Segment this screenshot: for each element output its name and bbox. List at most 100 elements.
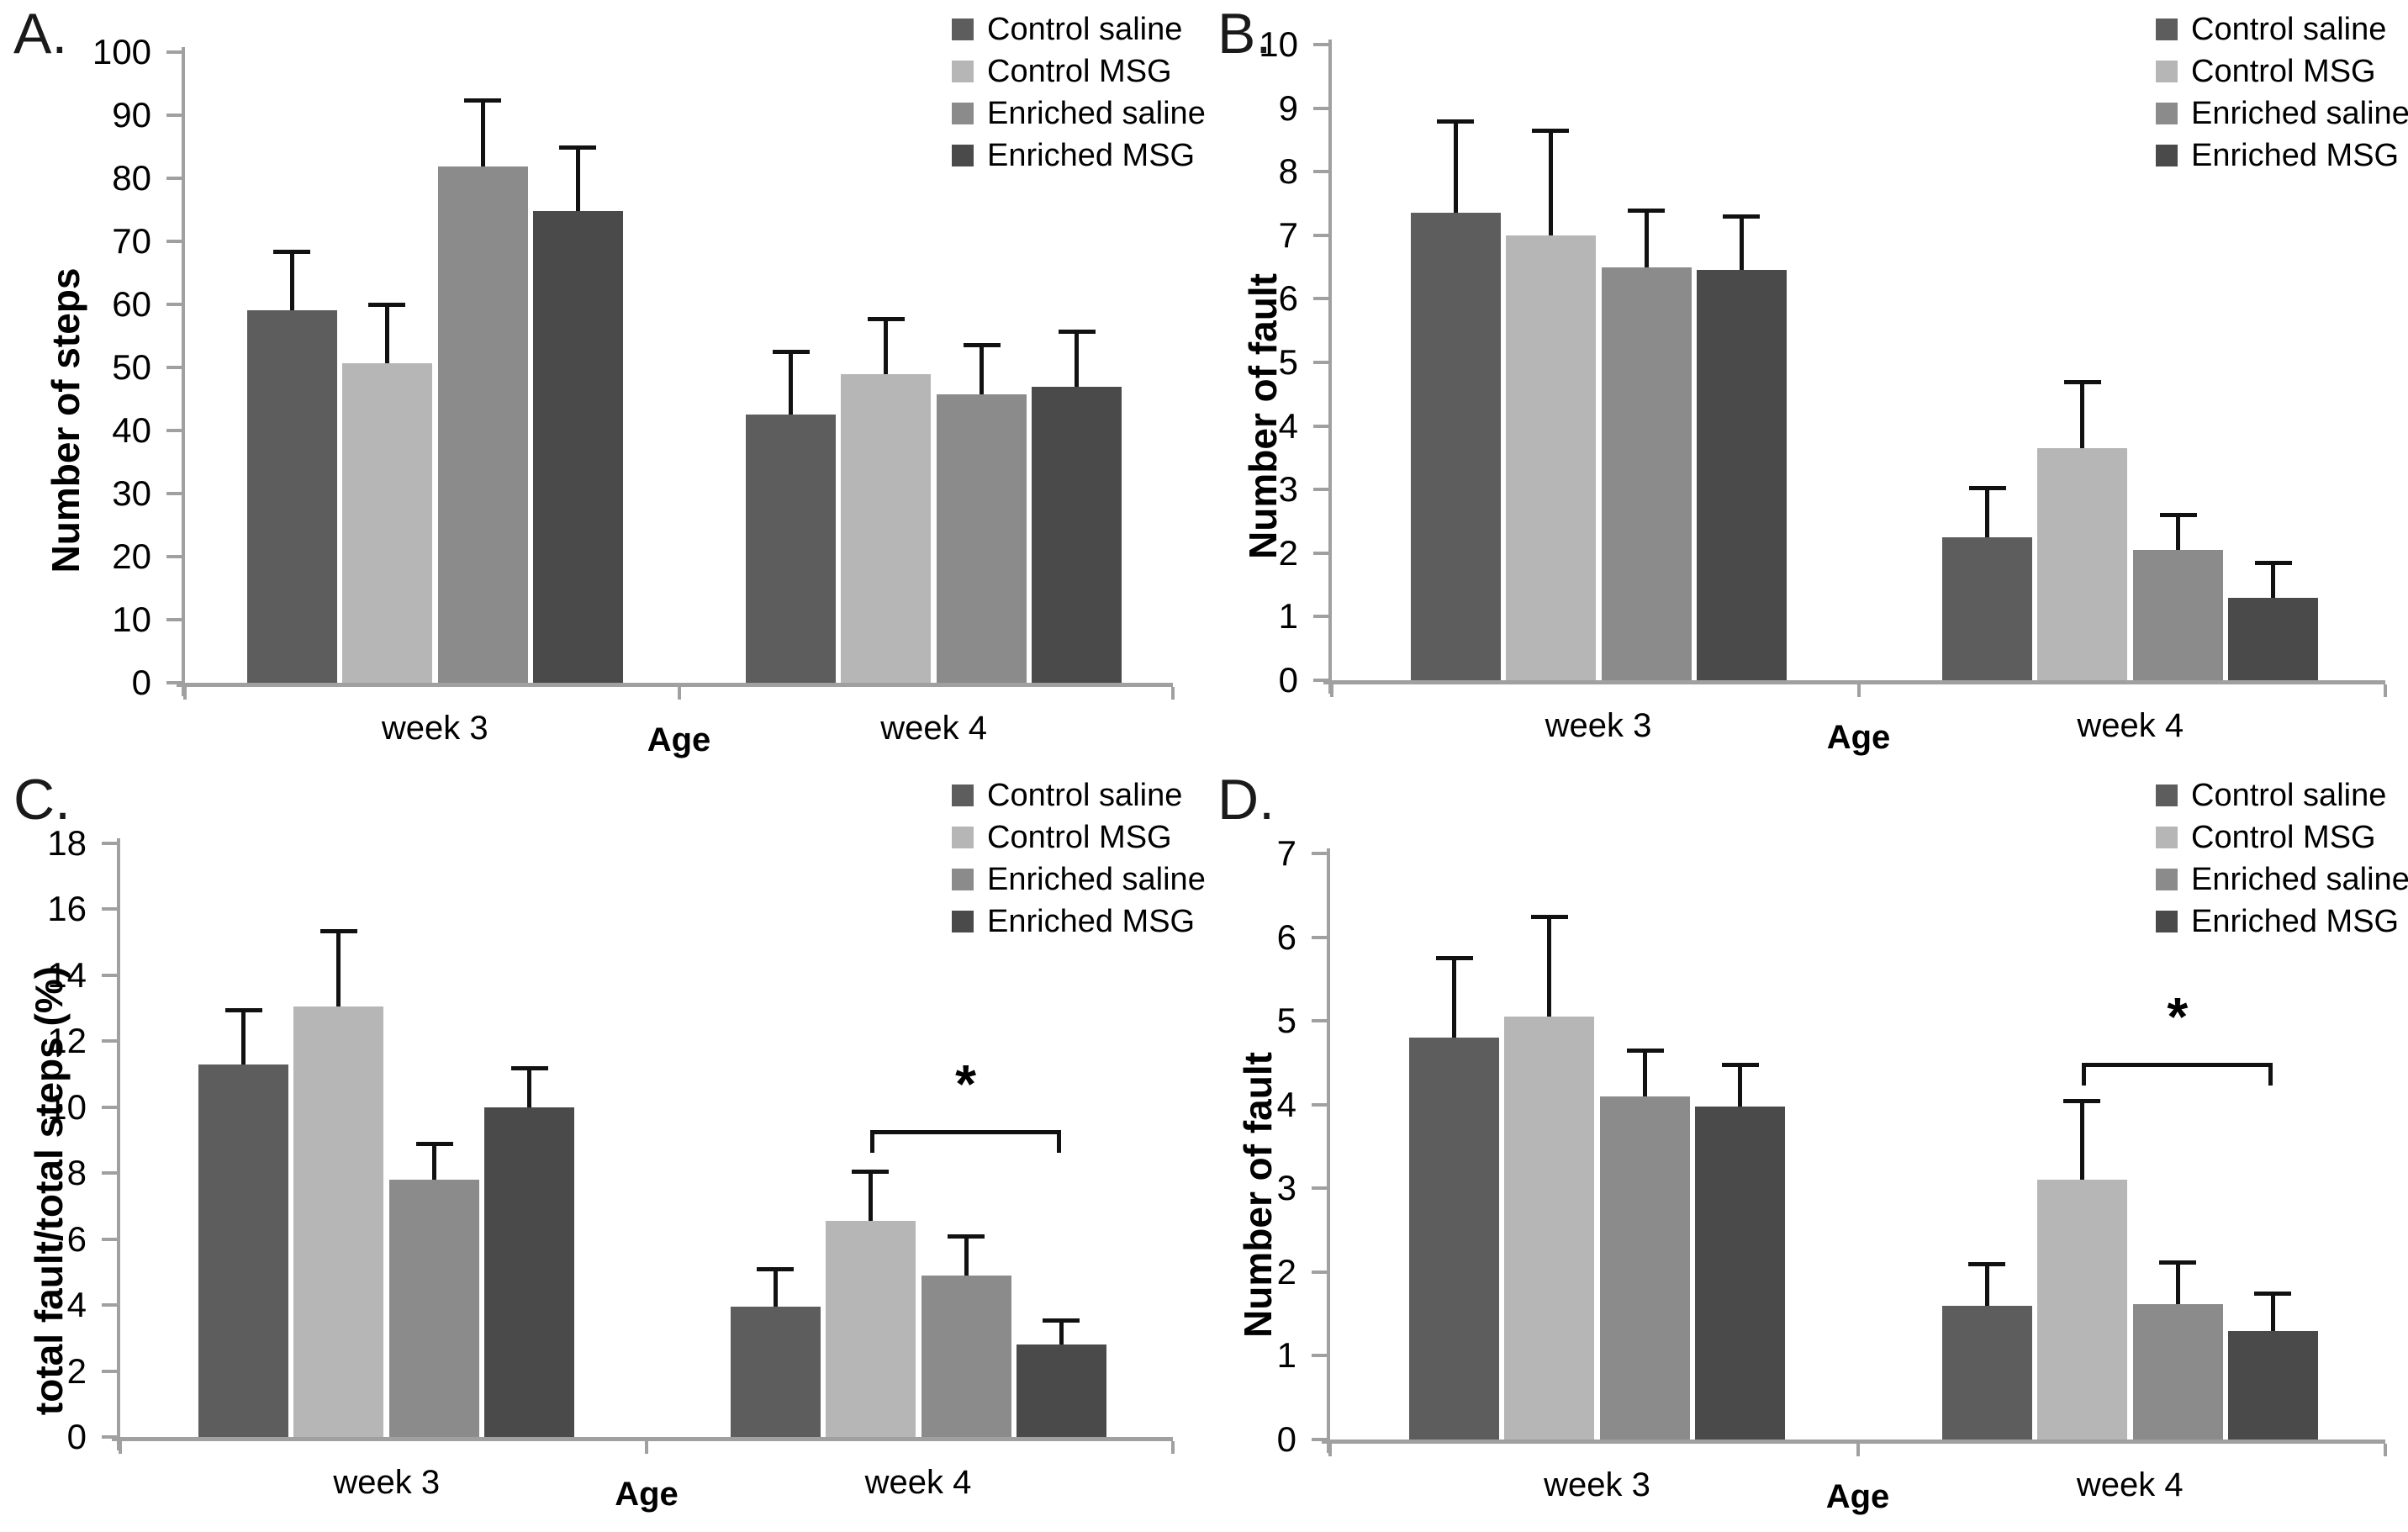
y-tick-mark <box>166 555 182 558</box>
error-bar-cap <box>2063 1098 2101 1103</box>
bar-control-msg-week-4 <box>2037 448 2128 680</box>
y-tick-label: 2 <box>1276 1251 1296 1292</box>
significance-star: * <box>2167 985 2189 1047</box>
y-tick-label: 4 <box>1276 1084 1296 1124</box>
y-tick-label: 4 <box>66 1285 87 1325</box>
legend-swatch-enriched-msg <box>2156 145 2178 166</box>
plot-area-a: 0 10 20 30 40 50 60 70 80 90 100 week 3 week 4 Age <box>92 32 1175 758</box>
y-tick-label: 50 <box>112 347 151 387</box>
bar-enriched-saline-week-4 <box>2133 550 2224 680</box>
error-bar-line <box>2175 1261 2180 1304</box>
significance-star: * <box>955 1054 976 1115</box>
y-tick-mark <box>1312 935 1327 939</box>
significance-bracket <box>2082 1062 2273 1067</box>
x-axis-line <box>1322 1440 2385 1444</box>
category-label-week-4: week 4 <box>2077 707 2184 744</box>
legend-swatch-control-msg <box>952 827 974 848</box>
legend-label: Enriched saline <box>2191 96 2408 131</box>
error-bar-cap <box>1058 330 1096 335</box>
error-bar-cap <box>852 1170 890 1175</box>
y-tick-mark <box>102 907 117 911</box>
x-tick-mark <box>1328 1444 1332 1456</box>
error-bar-line <box>1452 958 1456 1038</box>
error-bar-line <box>2271 563 2276 598</box>
bar-enriched-msg-week-3 <box>484 1107 575 1437</box>
error-bar-cap <box>772 350 810 355</box>
error-bar-cap <box>1532 129 1569 134</box>
bar-control-saline-week-4 <box>1941 1305 2032 1440</box>
error-bar-cap <box>948 1234 985 1239</box>
error-bar-line <box>1075 331 1080 387</box>
y-tick-mark <box>166 50 182 54</box>
bar-control-msg-week-3 <box>1504 1017 1594 1440</box>
legend-label: Enriched saline <box>2191 862 2408 897</box>
error-bar-cap <box>559 145 597 150</box>
legend-swatch-enriched-msg <box>952 911 974 932</box>
error-bar-cap <box>963 343 1001 347</box>
y-tick-label: 6 <box>66 1218 87 1259</box>
category-label-week-4: week 4 <box>864 1464 972 1501</box>
y-tick-mark <box>166 366 182 369</box>
legend-swatch-enriched-saline <box>2156 103 2178 124</box>
legend-swatch-control-msg <box>2156 827 2178 848</box>
x-tick-mark <box>1856 684 1861 697</box>
y-tick-mark <box>166 177 182 180</box>
error-bar-cap <box>1626 1048 1664 1053</box>
y-axis-line <box>1327 848 1330 1453</box>
legend-label: Control saline <box>2191 12 2387 47</box>
x-axis-title: Age <box>1825 1478 1890 1515</box>
y-tick-mark <box>166 114 182 117</box>
legend-label: Control saline <box>987 778 1183 813</box>
error-bar-line <box>1984 1263 1989 1306</box>
y-axis-line <box>117 838 120 1450</box>
x-tick-mark <box>1856 1444 1860 1456</box>
legend-label: Control saline <box>2191 778 2387 813</box>
legend-swatch-control-saline <box>952 18 974 40</box>
panel-b: B. Number of fault 0 1 2 3 4 5 6 7 8 9 10 week 3 wee… <box>1204 0 2408 766</box>
y-tick-mark <box>1312 1438 1327 1441</box>
error-bar-line <box>1738 1064 1742 1107</box>
y-axis-line <box>182 47 185 696</box>
error-bar-cap <box>1968 1261 2006 1266</box>
legend-label: Enriched MSG <box>2191 904 2400 939</box>
y-tick-label: 30 <box>112 473 151 513</box>
legend-label: Enriched MSG <box>2191 138 2400 173</box>
y-tick-mark <box>102 1039 117 1043</box>
error-bar-cap <box>1435 956 1473 961</box>
bar-enriched-msg-week-4 <box>2227 1330 2318 1440</box>
error-bar-line <box>1547 916 1551 1017</box>
bar-control-saline-week-3 <box>1410 213 1501 680</box>
y-tick-mark <box>166 618 182 621</box>
bar-control-saline-week-3 <box>198 1064 289 1437</box>
y-tick-label: 5 <box>1278 342 1298 382</box>
y-tick-mark <box>102 842 117 845</box>
significance-bracket-end <box>2268 1062 2273 1086</box>
error-bar-line <box>1739 216 1744 271</box>
y-tick-mark <box>1312 1270 1327 1274</box>
bar-enriched-saline-week-4 <box>937 394 1027 683</box>
error-bar-line <box>980 345 985 394</box>
y-tick-label: 10 <box>1259 24 1298 64</box>
y-tick-mark <box>102 973 117 977</box>
error-bar-cap <box>757 1266 795 1271</box>
y-axis-line <box>1328 40 1332 694</box>
error-bar-line <box>1059 1319 1064 1345</box>
y-tick-label: 0 <box>66 1417 87 1456</box>
error-bar-line <box>2079 1100 2084 1181</box>
error-bar-line <box>2080 381 2085 449</box>
category-label-week-3: week 3 <box>381 710 488 747</box>
error-bar-cap <box>1628 208 1665 213</box>
error-bar-cap <box>1437 119 1474 124</box>
bar-enriched-msg-week-4 <box>1016 1344 1106 1437</box>
y-tick-label: 40 <box>112 410 151 450</box>
bar-enriched-msg-week-4 <box>1032 386 1122 683</box>
y-tick-label: 12 <box>47 1021 87 1061</box>
x-axis-line <box>177 683 1173 687</box>
y-tick-mark <box>1313 488 1328 492</box>
y-tick-mark <box>1312 1019 1327 1023</box>
category-label-week-3: week 3 <box>333 1464 441 1501</box>
legend-label: Enriched saline <box>987 96 1206 131</box>
error-bar-cap <box>2159 513 2197 518</box>
panel-label-b: B. <box>1217 2 1272 66</box>
